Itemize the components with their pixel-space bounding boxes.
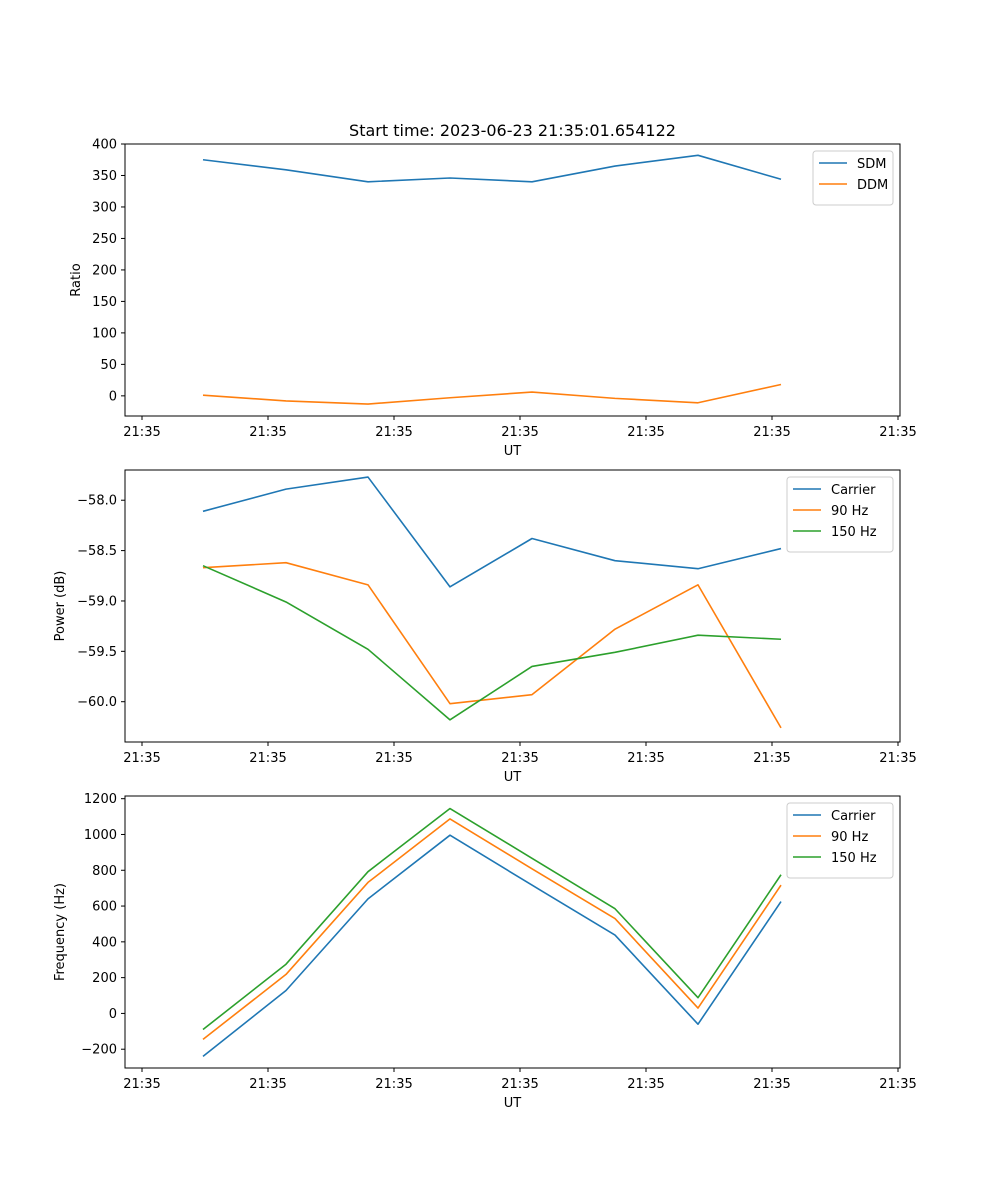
y-tick-label: −60.0 — [77, 695, 117, 710]
x-tick-label: 21:35 — [375, 1077, 412, 1092]
x-tick-label: 21:35 — [123, 425, 160, 440]
y-tick-label: 600 — [92, 900, 117, 915]
x-tick-label: 21:35 — [123, 751, 160, 766]
series-line-90-hz — [202, 818, 782, 1040]
y-tick-label: 400 — [92, 935, 117, 950]
legend: Carrier 90 Hz 150 Hz — [786, 476, 894, 553]
legend: SDM DDM — [812, 150, 894, 206]
series-line-sdm — [202, 154, 782, 183]
legend-entry-label: 90 Hz — [831, 504, 868, 519]
series-line-carrier — [202, 834, 782, 1057]
legend-entry-label: 150 Hz — [831, 525, 877, 540]
x-tick-label: 21:35 — [501, 751, 538, 766]
x-tick-label: 21:35 — [753, 1077, 790, 1092]
subplot-3: 21:35 21:35 21:35 21:35 21:35 21:35 21:35 −200 0… — [53, 792, 917, 1111]
series-line-ddm — [202, 383, 782, 405]
y-tick-label: −200 — [81, 1043, 117, 1058]
series-line-150-hz — [202, 564, 782, 721]
x-tick-label: 21:35 — [249, 1077, 286, 1092]
x-tick-label: 21:35 — [501, 425, 538, 440]
x-tick-label: 21:35 — [753, 425, 790, 440]
y-tick-label: 1000 — [84, 828, 117, 843]
x-tick-label: 21:35 — [627, 1077, 664, 1092]
y-tick-label: 200 — [92, 263, 117, 278]
plot-frame — [124, 469, 901, 743]
plot-frame — [124, 143, 901, 417]
x-tick-label: 21:35 — [627, 751, 664, 766]
x-tick-label: 21:35 — [249, 751, 286, 766]
x-axis-label: UT — [504, 770, 522, 785]
y-tick-label: −58.5 — [77, 544, 117, 559]
x-tick-label: 21:35 — [879, 1077, 916, 1092]
y-tick-label: −59.0 — [77, 594, 117, 609]
legend-box — [786, 476, 894, 553]
y-tick-label: −59.5 — [77, 645, 117, 660]
y-axis-label: Frequency (Hz) — [53, 883, 68, 981]
plot-frame — [124, 795, 901, 1069]
x-axis-label: UT — [504, 444, 522, 459]
figure-title: Start time: 2023-06-23 21:35:01.654122 — [349, 121, 676, 140]
y-tick-label: 150 — [92, 295, 117, 310]
x-tick-label: 21:35 — [375, 751, 412, 766]
x-tick-label: 21:35 — [879, 425, 916, 440]
y-tick-label: 800 — [92, 864, 117, 879]
x-tick-label: 21:35 — [753, 751, 790, 766]
series-line-150-hz — [202, 807, 782, 1031]
legend: Carrier 90 Hz 150 Hz — [786, 802, 894, 879]
y-tick-label: 250 — [92, 232, 117, 247]
y-tick-label: 0 — [109, 1007, 117, 1022]
legend-box — [786, 802, 894, 879]
legend-box — [812, 150, 894, 206]
y-tick-label: 100 — [92, 326, 117, 341]
legend-entry-label: Carrier — [831, 809, 876, 824]
subplot-1: 21:35 21:35 21:35 21:35 21:35 21:35 21:35 0 50 10… — [69, 138, 917, 460]
legend-entry-label: Carrier — [831, 483, 876, 498]
legend-entry-label: DDM — [857, 178, 888, 193]
x-tick-label: 21:35 — [879, 751, 916, 766]
y-tick-label: 400 — [92, 138, 117, 153]
y-tick-label: 50 — [100, 358, 117, 373]
subplot-2: 21:35 21:35 21:35 21:35 21:35 21:35 21:35 −60.0… — [53, 469, 917, 785]
y-tick-label: 350 — [92, 169, 117, 184]
x-tick-label: 21:35 — [123, 1077, 160, 1092]
series-line-carrier — [202, 476, 782, 588]
x-tick-label: 21:35 — [501, 1077, 538, 1092]
y-tick-label: −58.0 — [77, 494, 117, 509]
series-line-90-hz — [202, 561, 782, 729]
legend-entry-label: 150 Hz — [831, 851, 877, 866]
x-tick-label: 21:35 — [249, 425, 286, 440]
x-tick-label: 21:35 — [375, 425, 412, 440]
legend-entry-label: 90 Hz — [831, 830, 868, 845]
y-tick-label: 300 — [92, 200, 117, 215]
y-tick-label: 1200 — [84, 792, 117, 807]
y-tick-label: 200 — [92, 971, 117, 986]
x-tick-label: 21:35 — [627, 425, 664, 440]
x-axis-label: UT — [504, 1096, 522, 1111]
y-axis-label: Ratio — [69, 263, 84, 296]
legend-entry-label: SDM — [857, 157, 886, 172]
y-axis-label: Power (dB) — [53, 571, 68, 642]
y-tick-label: 0 — [109, 389, 117, 404]
